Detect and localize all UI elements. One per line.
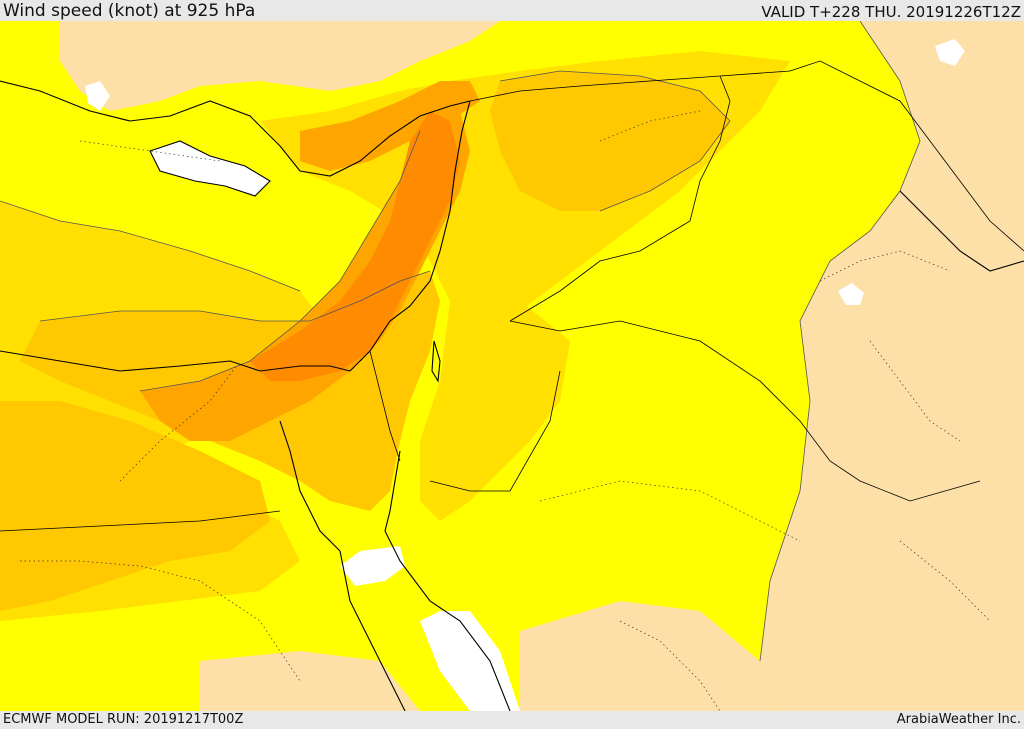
wind-zone-very-strong	[250, 111, 460, 381]
model-run: ECMWF MODEL RUN: 20191217T00Z	[3, 712, 244, 727]
valid-time: VALID T+228 THU. 20191226T12Z	[761, 3, 1021, 21]
border-iraq-iran	[789, 60, 1024, 252]
coast-persian-gulf	[899, 190, 1024, 272]
wind-zone-light-north	[60, 21, 500, 111]
header-bar: Wind speed (knot) at 925 hPa VALID T+228…	[0, 0, 1024, 21]
border-jordan-saudi	[509, 320, 981, 502]
border-egypt-sudan	[0, 510, 281, 532]
wind-speed-map	[0, 21, 1024, 711]
province-lines	[20, 110, 991, 711]
coast-egypt-north	[0, 350, 351, 372]
calm-zone-red-sea	[420, 611, 520, 711]
border-sinai-jordan	[429, 370, 561, 492]
coast-turkey-south	[0, 80, 471, 177]
coast-gulf-aqaba	[384, 450, 401, 532]
border-israel-egypt	[369, 350, 401, 462]
wind-zone-fresh-egypt-south	[0, 401, 270, 611]
footer-bar	[0, 711, 1024, 729]
wind-zone-fresh-syria	[490, 71, 730, 211]
coast-cyprus	[149, 140, 271, 197]
wind-zone-light-south	[520, 601, 780, 711]
calm-zone-sinai-lake	[340, 546, 405, 586]
coast-levant	[349, 100, 471, 372]
wind-zone-strong-north	[300, 81, 480, 171]
coast-dead-sea	[431, 340, 441, 383]
wind-zone-light-southwest	[200, 651, 420, 711]
calm-zone-kuwait	[838, 283, 864, 305]
wind-contours	[0, 21, 921, 662]
coastlines	[0, 80, 1024, 711]
map-title: Wind speed (knot) at 925 hPa	[3, 1, 256, 21]
wind-zone-moderate-jordan	[420, 301, 570, 521]
coast-gulf-suez	[279, 420, 341, 552]
border-turkey-syria	[469, 70, 791, 102]
calm-zone-cyprus	[150, 141, 270, 196]
border-syria-iraq	[509, 75, 731, 322]
credit-label: ArabiaWeather Inc.	[896, 712, 1021, 727]
calm-zone-northeast	[935, 39, 965, 66]
calm-zone-aegean	[85, 81, 110, 111]
borders	[0, 60, 1024, 532]
coast-red-sea-east	[384, 530, 511, 711]
wind-zone-light-east	[760, 21, 1024, 711]
coast-red-sea-west	[339, 550, 406, 711]
